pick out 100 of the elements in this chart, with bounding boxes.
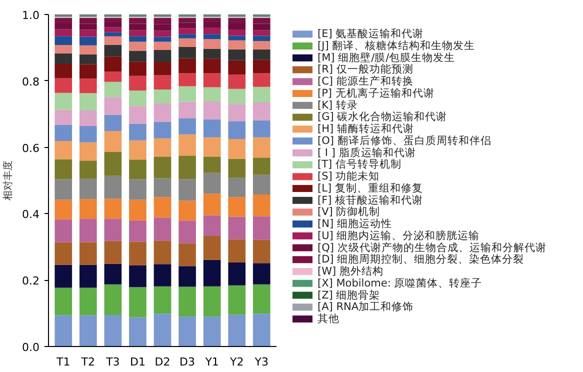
bar	[203, 215, 221, 236]
bar	[178, 200, 196, 221]
bar	[79, 126, 97, 142]
bar	[203, 27, 221, 34]
bar	[252, 73, 270, 87]
bar	[104, 32, 122, 36]
bar	[129, 76, 146, 91]
bar	[154, 218, 172, 241]
bar	[129, 287, 146, 318]
bar	[252, 240, 270, 264]
bar	[129, 90, 146, 106]
legend-label: [W] 胞外结构	[318, 264, 384, 278]
bar	[228, 29, 246, 36]
x-tick-label: D1	[130, 356, 146, 368]
bar	[228, 239, 246, 263]
bar	[104, 240, 122, 264]
y-tick-label: 1.0	[22, 9, 40, 22]
bar	[54, 125, 72, 141]
legend-label: [A] RNA加工和修饰	[318, 300, 414, 314]
bar	[228, 158, 246, 178]
x-tick-label: D2	[154, 356, 170, 368]
bar	[54, 288, 72, 316]
legend-label: [Q] 次级代谢产物的生物合成、运输和分解代谢	[318, 240, 546, 254]
bar	[203, 316, 221, 346]
bar	[228, 104, 246, 122]
bar	[79, 64, 97, 79]
bar	[252, 314, 270, 346]
y-tick-label: 0.2	[22, 274, 40, 288]
bar	[104, 22, 122, 28]
bar	[252, 284, 270, 314]
bar	[54, 159, 72, 180]
bar	[228, 262, 246, 286]
bar	[154, 286, 172, 314]
bar	[154, 156, 172, 178]
bar	[79, 78, 97, 94]
bar	[228, 36, 246, 40]
bar	[154, 75, 172, 90]
bar	[154, 138, 172, 157]
bar	[178, 58, 196, 74]
bar	[252, 41, 270, 50]
bar	[203, 156, 221, 173]
bar	[154, 122, 172, 138]
legend-label: [ I ] 脂质运输和代谢	[318, 146, 416, 159]
legend-label: [P] 无机离子运输和代谢	[318, 86, 434, 100]
bar	[54, 36, 72, 46]
x-tick-label: Y3	[254, 356, 268, 368]
bar	[203, 58, 221, 74]
bar	[129, 200, 146, 220]
bar	[252, 194, 270, 216]
legend-label: [U] 细胞内运输、分泌和膀胱运输	[318, 228, 480, 242]
bar	[129, 106, 146, 124]
legend-label: [L] 复制、重组和修复	[318, 181, 423, 194]
y-tick-label: 0.0	[22, 341, 40, 354]
bar	[203, 101, 221, 120]
x-tick-label: Y1	[204, 356, 219, 368]
bar	[104, 114, 122, 132]
bar	[54, 45, 72, 54]
bar	[104, 264, 122, 284]
bar	[79, 242, 97, 265]
bar	[154, 90, 172, 104]
bar	[54, 92, 72, 110]
bar	[252, 216, 270, 240]
legend-label: [Z] 细胞骨架	[318, 288, 380, 302]
bar	[228, 49, 246, 60]
bar	[154, 264, 172, 286]
bar	[104, 56, 122, 72]
bar	[129, 62, 146, 76]
y-tick-label: 0.4	[22, 208, 40, 222]
bar	[252, 174, 270, 194]
x-tick-label: T3	[105, 356, 120, 368]
bar	[129, 30, 146, 36]
bar	[154, 240, 172, 264]
legend-label: [R] 仅一般功能预测	[318, 62, 414, 76]
bar	[228, 121, 246, 139]
bar	[129, 50, 146, 62]
bar	[228, 139, 246, 159]
bar	[252, 120, 270, 138]
bar	[129, 179, 146, 200]
bar	[203, 172, 221, 194]
bar	[54, 200, 72, 220]
legend-label: [M] 细胞壁/膜/包膜生物发生	[318, 50, 456, 64]
bar	[252, 137, 270, 158]
bar	[154, 36, 172, 42]
legend-label: [D] 细胞周期控制、细胞分裂、染色体分裂	[318, 252, 524, 266]
bar	[178, 102, 196, 118]
bar	[228, 197, 246, 217]
bar	[129, 124, 146, 140]
bar	[104, 36, 122, 45]
bar	[178, 156, 196, 180]
bar	[79, 178, 97, 200]
bar	[154, 178, 172, 198]
legend-label: [S] 功能未知	[318, 170, 380, 183]
bar	[79, 110, 97, 126]
bar	[79, 218, 97, 242]
bar	[203, 286, 221, 317]
legend-label: [X] Mobilome: 原噬菌体、转座子	[318, 276, 482, 290]
bar	[154, 30, 172, 37]
bar	[178, 316, 196, 346]
bar	[104, 72, 122, 82]
legend-label: [C] 能源生产和转换	[318, 74, 414, 88]
